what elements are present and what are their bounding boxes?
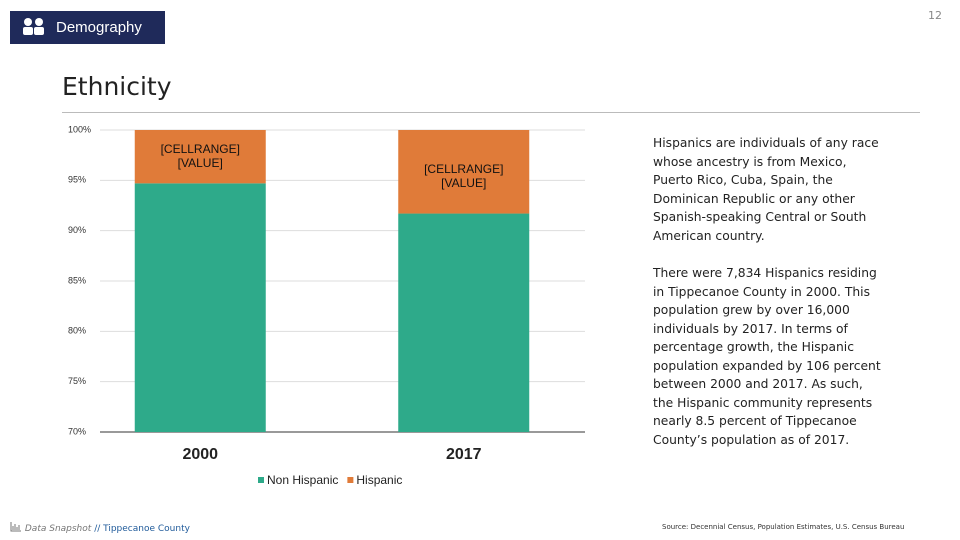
y-tick-label: 80% bbox=[68, 326, 86, 336]
footer-place: // Tippecanoe County bbox=[94, 524, 190, 534]
data-label: [CELLRANGE] bbox=[161, 142, 240, 156]
bar-segment bbox=[398, 130, 530, 214]
chart-icon bbox=[10, 522, 21, 532]
page-number: 12 bbox=[928, 9, 942, 22]
legend-swatch bbox=[258, 477, 264, 483]
y-tick-label: 70% bbox=[68, 426, 86, 436]
footer-label: Data Snapshot bbox=[24, 524, 92, 534]
section-badge: Demography bbox=[10, 11, 165, 44]
bar-segment bbox=[134, 130, 266, 184]
paragraph: There were 7,834 Hispanics residing in T… bbox=[653, 266, 881, 447]
legend-label: Non Hispanic bbox=[267, 473, 338, 487]
y-tick-label: 90% bbox=[68, 225, 86, 235]
legend-label: Hispanic bbox=[356, 473, 402, 487]
bar-segment bbox=[134, 183, 266, 432]
slide-title: Ethnicity bbox=[62, 72, 172, 101]
chart: 70%75%80%85%90%95%100%[CELLRANGE][VALUE]… bbox=[68, 124, 585, 487]
data-label: [VALUE] bbox=[441, 176, 486, 190]
y-tick-label: 100% bbox=[68, 124, 91, 134]
x-tick-label: 2017 bbox=[446, 446, 482, 463]
people-icon bbox=[23, 18, 44, 35]
footer: Data Snapshot // Tippecanoe County bbox=[10, 522, 190, 534]
y-tick-label: 85% bbox=[68, 275, 86, 285]
title-rule bbox=[62, 112, 920, 113]
source: Source: Decennial Census, Population Est… bbox=[662, 523, 905, 531]
legend-swatch bbox=[347, 477, 354, 483]
data-label: [CELLRANGE] bbox=[424, 162, 503, 176]
bar-segment bbox=[398, 213, 530, 432]
section-title: Demography bbox=[56, 19, 142, 36]
data-label: [VALUE] bbox=[178, 156, 223, 170]
x-tick-label: 2000 bbox=[182, 446, 218, 463]
y-tick-label: 75% bbox=[68, 376, 86, 386]
y-tick-label: 95% bbox=[68, 175, 86, 185]
paragraph: Hispanics are individuals of any race wh… bbox=[653, 136, 879, 243]
